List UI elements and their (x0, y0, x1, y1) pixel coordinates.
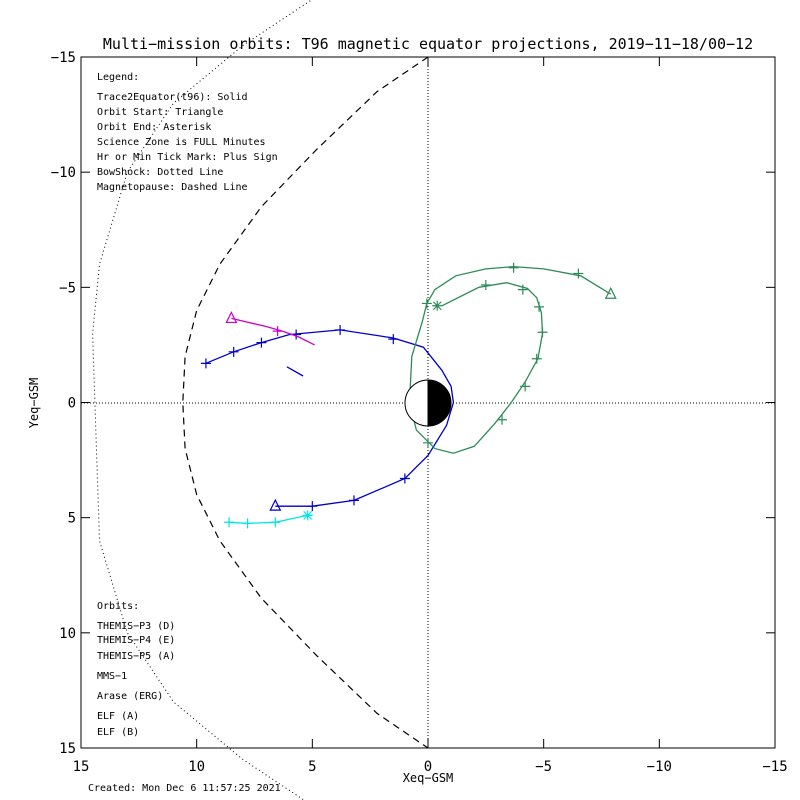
x-tick-label: −15 (762, 759, 787, 775)
orbit-trace (286, 366, 304, 377)
x-tick-label: 5 (308, 759, 316, 775)
x-tick-label: −5 (535, 759, 552, 775)
legend: Legend: Trace2Equator(t96): Solid Orbit … (97, 72, 278, 193)
orbit-legend-elf-b: ELF (B) (97, 727, 139, 738)
x-tick-label: −10 (647, 759, 672, 775)
y-tick-label: 5 (68, 511, 76, 527)
orbit-tick-mark (348, 495, 359, 506)
x-tick-label: 10 (188, 759, 205, 775)
orbit-themis-p4-e (200, 324, 455, 512)
orbit-tick-mark (200, 358, 211, 369)
orbit-themis-p4-e (286, 366, 304, 377)
orbit-themis-p3-d (224, 510, 313, 529)
orbit-tick-mark (531, 353, 542, 364)
orbit-arase-erg (408, 262, 617, 454)
orbit-legend-themis-p5: THEMIS−P5 (A) (97, 651, 175, 662)
orbit-tick-mark (508, 262, 519, 273)
axis-ticks: 15 10 5 0 −5 −10 −15 −15 −10 −5 0 5 10 15 (51, 50, 788, 775)
legend-line: Orbit Start: Triangle (97, 107, 223, 118)
y-tick-label: 10 (59, 626, 76, 642)
orbit-tick-mark (272, 326, 283, 337)
orbit-traces (200, 262, 617, 529)
orbit-start-triangle (269, 498, 282, 511)
orbit-tick-mark (423, 437, 433, 448)
orbit-tick-mark (421, 298, 432, 309)
earth (404, 379, 452, 427)
legend-line: Hr or Min Tick Mark: Plus Sign (97, 152, 278, 163)
x-tick-label: 15 (73, 759, 90, 775)
x-tick-label: 0 (424, 759, 432, 775)
orbit-tick-mark (270, 517, 281, 528)
orbit-legend-arase: Arase (ERG) (97, 691, 163, 702)
orbit-end-asterisk (432, 300, 443, 311)
orbit-legend-elf-a: ELF (A) (97, 711, 139, 722)
orbit-tick-mark (307, 501, 318, 512)
y-tick-label: −15 (51, 50, 76, 66)
orbit-tick-mark (480, 280, 491, 291)
orbit-tick-mark (573, 268, 584, 279)
legend-line: BowShock: Dotted Line (97, 167, 223, 178)
orbit-tick-mark (517, 284, 528, 295)
orbit-legend: Orbits: THEMIS−P3 (D) THEMIS−P4 (E) THEM… (97, 601, 175, 738)
created-timestamp: Created: Mon Dec 6 11:57:25 2021 (88, 783, 281, 794)
orbit-trace (205, 329, 455, 507)
legend-line: Science Zone is FULL Minutes (97, 137, 266, 148)
y-tick-label: −5 (59, 280, 76, 296)
earth-day-side (404, 379, 429, 427)
chart-title: Multi−mission orbits: T96 magnetic equat… (103, 35, 753, 53)
legend-heading: Legend: (97, 72, 139, 83)
x-axis-label: Xeq−GSM (403, 771, 454, 785)
orbit-tick-mark (399, 473, 410, 484)
orbit-trace (408, 265, 612, 454)
boundaries (92, 0, 429, 800)
orbit-tick-mark (335, 324, 346, 335)
bowshock-line (92, 0, 313, 800)
orbit-start-triangle (604, 286, 617, 299)
orbit-tick-mark (534, 301, 545, 312)
y-tick-label: 0 (68, 396, 76, 412)
legend-line: Trace2Equator(t96): Solid (97, 92, 248, 103)
orbit-tick-mark (224, 517, 235, 528)
orbit-tick-mark (537, 327, 548, 338)
orbit-tick-mark (388, 334, 399, 345)
orbit-tick-mark (497, 414, 508, 425)
orbit-end-asterisk (302, 510, 313, 521)
y-tick-label: −10 (51, 165, 76, 181)
earth-night-side (427, 379, 452, 427)
orbit-legend-themis-p3: THEMIS−P3 (D) (97, 621, 175, 632)
legend-line: Orbit End: Asterisk (97, 122, 211, 133)
y-axis-label: Yeq−GSM (27, 378, 41, 429)
orbit-tick-mark (242, 518, 253, 529)
magnetopause-line (182, 56, 429, 749)
orbit-legend-mms1: MMS−1 (97, 671, 127, 682)
orbit-tick-mark (228, 346, 239, 357)
orbit-legend-themis-p4: THEMIS−P4 (E) (97, 635, 175, 646)
orbit-tick-mark (256, 337, 267, 348)
orbit-themis-p5-a (225, 311, 315, 346)
orbits-heading: Orbits: (97, 601, 139, 612)
legend-line: Magnetopause: Dashed Line (97, 182, 248, 193)
orbit-tick-mark (520, 381, 531, 392)
orbit-start-triangle (225, 311, 238, 324)
y-tick-label: 15 (59, 741, 76, 757)
